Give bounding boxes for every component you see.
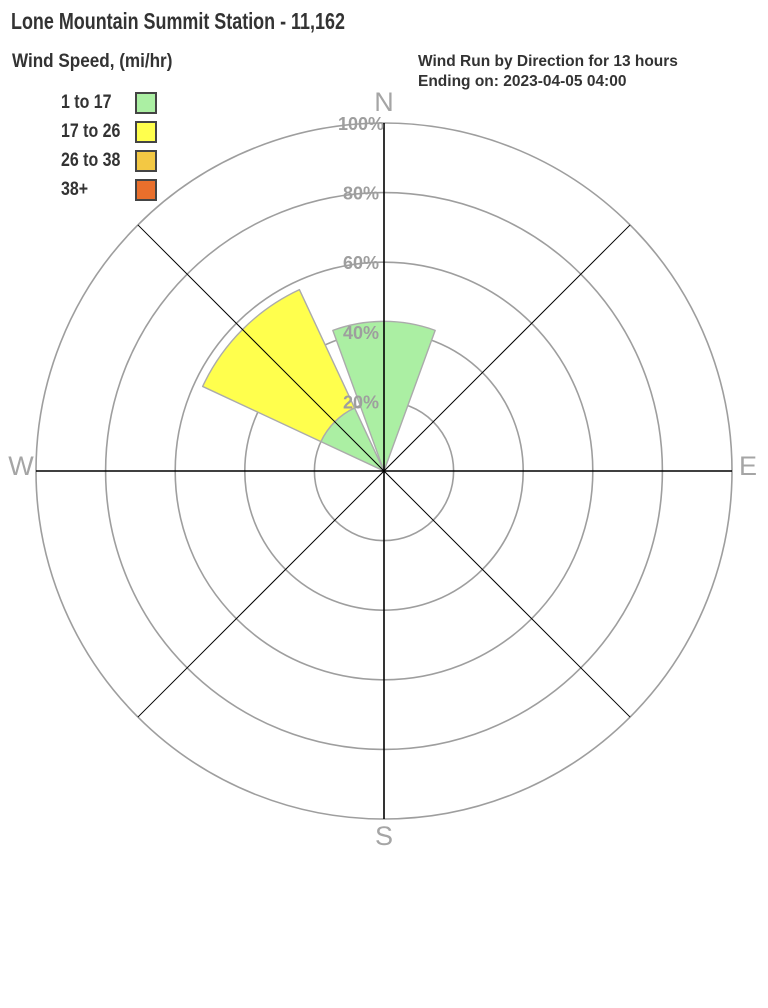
legend-swatch [135, 91, 157, 114]
compass-label-w: W [8, 451, 34, 481]
wind-speed-legend: 1 to 17 17 to 26 26 to 38 38+ [61, 88, 157, 204]
legend-swatch [135, 149, 157, 172]
legend-title: Wind Speed, (mi/hr) [12, 51, 173, 72]
chart-subtitle: Wind Run by Direction for 13 hours Endin… [418, 52, 678, 91]
legend-item: 26 to 38 [61, 146, 157, 175]
legend-swatch [135, 120, 157, 143]
legend-item-label: 38+ [61, 178, 89, 200]
ring-percent-label: 60% [343, 253, 379, 273]
compass-label-s: S [375, 821, 393, 851]
compass-label-e: E [739, 451, 757, 481]
legend-item: 38+ [61, 175, 157, 204]
legend-item: 17 to 26 [61, 117, 157, 146]
legend-item-label: 26 to 38 [61, 149, 121, 171]
ring-percent-label: 40% [343, 323, 379, 343]
page-title: Lone Mountain Summit Station - 11,162 [11, 8, 345, 34]
ring-percent-label: 80% [343, 184, 379, 204]
subtitle-line-2: Ending on: 2023-04-05 04:00 [418, 72, 627, 90]
legend-item: 1 to 17 [61, 88, 157, 117]
legend-item-label: 17 to 26 [61, 120, 121, 142]
ring-percent-label: 20% [343, 392, 379, 412]
compass-label-n: N [374, 87, 394, 117]
spoke-line [137, 224, 631, 718]
ring-percent-label: 100% [338, 114, 384, 134]
legend-item-label: 1 to 17 [61, 91, 112, 113]
legend-swatch [135, 178, 157, 201]
subtitle-line-1: Wind Run by Direction for 13 hours [418, 53, 678, 70]
